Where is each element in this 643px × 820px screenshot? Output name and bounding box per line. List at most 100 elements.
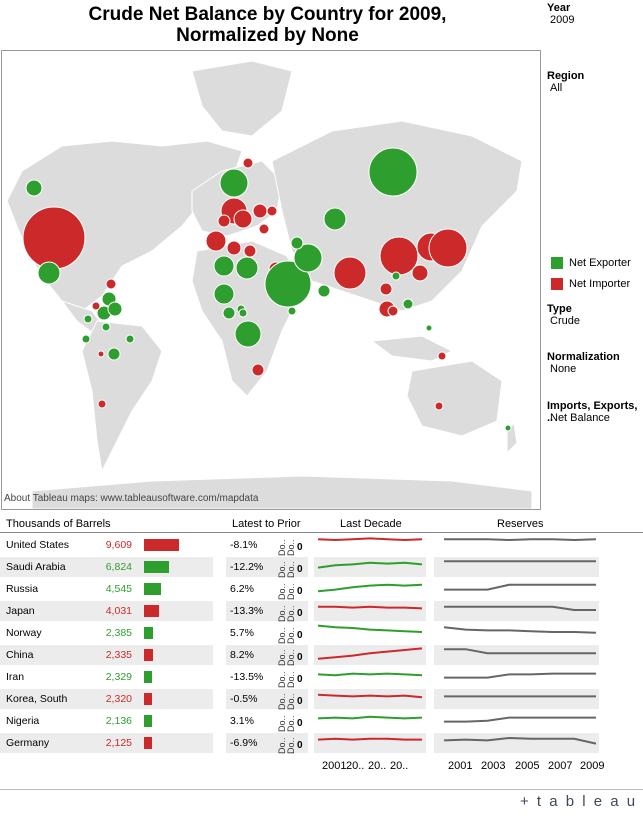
world-map[interactable] — [1, 50, 541, 510]
bubble-iraq[interactable] — [290, 236, 304, 250]
country-name[interactable]: China — [6, 649, 34, 661]
bubble-nigeria[interactable] — [213, 283, 235, 305]
decade-sparkline[interactable] — [317, 537, 423, 542]
barrels-bar[interactable] — [144, 737, 152, 749]
barrels-bar[interactable] — [144, 605, 159, 617]
reserves-sparkline[interactable] — [444, 605, 596, 611]
bubble-ukraine[interactable] — [266, 205, 278, 217]
decade-sparkline[interactable] — [317, 672, 423, 677]
reserves-sparkline[interactable] — [444, 583, 596, 591]
decade-sparkline[interactable] — [318, 605, 423, 610]
normalization-filter-value[interactable]: None — [550, 363, 577, 375]
country-name[interactable]: Iran — [6, 671, 25, 683]
legend-importer-label[interactable]: Net Importer — [569, 278, 631, 290]
bubble-malaysia[interactable] — [402, 298, 414, 310]
bubble-ecuador[interactable] — [81, 334, 91, 344]
bubble-thailand[interactable] — [379, 282, 393, 296]
bubble-netherlands[interactable] — [233, 209, 253, 229]
bubble-norway[interactable] — [219, 168, 249, 198]
bubble-angola[interactable] — [234, 320, 262, 348]
bubble-algeria[interactable] — [213, 255, 235, 277]
bubble-sudan[interactable] — [287, 306, 297, 316]
decade-sparkline[interactable] — [317, 583, 423, 593]
decade-sparkline[interactable] — [317, 561, 423, 569]
bubble-chile[interactable] — [97, 399, 107, 409]
bubble-vietnam[interactable] — [391, 271, 401, 281]
bubble-poland[interactable] — [252, 203, 268, 219]
type-filter-value[interactable]: Crude — [550, 315, 580, 327]
bubble-uk[interactable] — [217, 214, 231, 228]
reserves-sparkline[interactable] — [443, 736, 597, 745]
bubble-trinidad[interactable] — [107, 301, 123, 317]
region-filter-value[interactable]: All — [550, 82, 563, 94]
reserves-sparkline[interactable] — [444, 672, 596, 679]
bubble-india[interactable] — [333, 256, 367, 290]
barrels-bar[interactable] — [144, 649, 153, 661]
year-filter-value[interactable]: 2009 — [550, 14, 575, 26]
barrels-bar[interactable] — [144, 539, 179, 551]
bubble-peru[interactable] — [97, 350, 105, 358]
country-bubbles[interactable] — [22, 147, 512, 432]
decade-sparkline[interactable] — [317, 737, 422, 741]
bubble-france[interactable] — [205, 230, 227, 252]
bubble-cuba[interactable] — [105, 278, 117, 290]
bubble-japan[interactable] — [428, 228, 468, 268]
bubble-south-africa[interactable] — [251, 363, 265, 377]
country-name[interactable]: Saudi Arabia — [6, 561, 66, 573]
decade-sparkline[interactable] — [317, 693, 423, 699]
legend-exporter-swatch[interactable] — [551, 257, 563, 269]
bubble-uae[interactable] — [317, 284, 331, 298]
bubble-australia[interactable] — [437, 351, 447, 361]
bubble-saudi-arabia[interactable] — [264, 260, 312, 308]
barrels-bar[interactable] — [144, 715, 152, 727]
bubble-brazil[interactable] — [107, 347, 121, 361]
barrels-bar[interactable] — [144, 693, 152, 705]
bubble-iran[interactable] — [293, 243, 323, 273]
bubble-colombia[interactable] — [83, 314, 93, 324]
bubble-aruba[interactable] — [91, 301, 101, 311]
bubble-china[interactable] — [379, 236, 419, 276]
reserves-sparkline[interactable] — [444, 538, 597, 542]
decade-sparkline[interactable] — [317, 715, 423, 720]
legend-importer-swatch[interactable] — [551, 278, 563, 290]
reserves-sparkline[interactable] — [444, 716, 596, 723]
bubble-indonesia[interactable] — [387, 305, 399, 317]
reserves-sparkline[interactable] — [443, 626, 597, 634]
bubble-new-zealand-importer[interactable] — [434, 401, 444, 411]
measure-filter-value[interactable]: Net Balance — [550, 412, 610, 424]
bubble-alaska[interactable] — [25, 179, 43, 197]
bubble-suriname[interactable] — [125, 334, 135, 344]
barrels-bar[interactable] — [144, 627, 153, 639]
bubble-belarus[interactable] — [258, 223, 270, 235]
tableau-logo[interactable]: + t a b l e a u — [520, 793, 638, 810]
reserves-sparkline[interactable] — [444, 648, 596, 655]
country-name[interactable]: Japan — [6, 605, 35, 617]
country-name[interactable]: Germany — [6, 737, 50, 749]
bubble-libya[interactable] — [235, 256, 259, 280]
bubble-russia[interactable] — [368, 147, 418, 197]
legend-exporter-label[interactable]: Net Exporter — [569, 257, 631, 269]
bubble-italy[interactable] — [243, 244, 257, 258]
bubble-canada[interactable] — [37, 261, 61, 285]
country-name[interactable]: United States — [6, 539, 70, 551]
bubble-congo[interactable] — [238, 308, 248, 318]
barrels-bar[interactable] — [144, 583, 161, 595]
barrels-bar[interactable] — [144, 671, 152, 683]
country-name[interactable]: Norway — [6, 627, 42, 639]
decade-sparkline[interactable] — [317, 647, 423, 660]
barrels-bar[interactable] — [144, 561, 169, 573]
country-name[interactable]: Korea, South — [6, 693, 68, 705]
country-name[interactable]: Nigeria — [6, 715, 40, 727]
decade-sparkline[interactable] — [317, 624, 423, 633]
country-name[interactable]: Russia — [6, 583, 39, 595]
bubble-brunei[interactable] — [425, 324, 433, 332]
bubble-kazakhstan[interactable] — [323, 207, 347, 231]
bubble-united-states[interactable] — [22, 206, 86, 270]
map-credit[interactable]: About Tableau maps: www.tableausoftware.… — [4, 493, 259, 504]
bubble-spain[interactable] — [226, 240, 242, 256]
bubble-finland[interactable] — [242, 157, 254, 169]
bubble-new-zealand[interactable] — [504, 424, 512, 432]
bubble-guyana[interactable] — [101, 322, 111, 332]
bubble-equatorial-guinea[interactable] — [222, 306, 236, 320]
bubble-taiwan[interactable] — [411, 264, 429, 282]
